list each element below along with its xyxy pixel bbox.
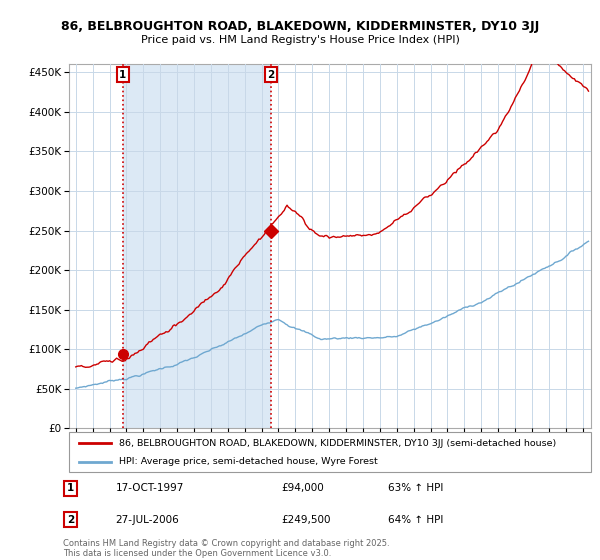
Text: 64% ↑ HPI: 64% ↑ HPI [388, 515, 443, 525]
Text: HPI: Average price, semi-detached house, Wyre Forest: HPI: Average price, semi-detached house,… [119, 457, 377, 466]
Text: £94,000: £94,000 [281, 483, 324, 493]
Text: 86, BELBROUGHTON ROAD, BLAKEDOWN, KIDDERMINSTER, DY10 3JJ: 86, BELBROUGHTON ROAD, BLAKEDOWN, KIDDER… [61, 20, 539, 32]
Text: 1: 1 [67, 483, 74, 493]
Text: 86, BELBROUGHTON ROAD, BLAKEDOWN, KIDDERMINSTER, DY10 3JJ (semi-detached house): 86, BELBROUGHTON ROAD, BLAKEDOWN, KIDDER… [119, 439, 556, 448]
Text: 17-OCT-1997: 17-OCT-1997 [116, 483, 184, 493]
Text: 2: 2 [67, 515, 74, 525]
Text: Contains HM Land Registry data © Crown copyright and database right 2025.
This d: Contains HM Land Registry data © Crown c… [63, 539, 389, 558]
Bar [123, 64, 271, 428]
Text: £249,500: £249,500 [281, 515, 331, 525]
Text: 63% ↑ HPI: 63% ↑ HPI [388, 483, 443, 493]
Text: Price paid vs. HM Land Registry's House Price Index (HPI): Price paid vs. HM Land Registry's House … [140, 35, 460, 45]
FancyBboxPatch shape [69, 432, 591, 472]
Text: 1: 1 [119, 70, 127, 80]
Text: 27-JUL-2006: 27-JUL-2006 [116, 515, 179, 525]
Text: 2: 2 [267, 70, 274, 80]
